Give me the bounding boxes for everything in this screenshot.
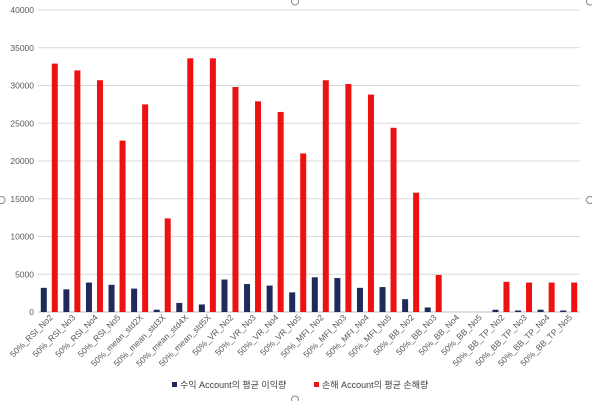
legend-label: 수익 Account의 평균 이익량	[180, 379, 286, 390]
bar-profit	[402, 299, 409, 312]
gridlines	[38, 9, 580, 313]
bar-loss	[142, 104, 149, 313]
bar-loss	[164, 218, 171, 312]
resize-handle-left[interactable]	[0, 196, 6, 204]
bar-loss	[277, 111, 284, 313]
bar-loss	[548, 282, 555, 312]
bar-profit	[515, 310, 522, 312]
bar-profit	[85, 282, 92, 312]
y-tick-label: 10000	[10, 232, 34, 242]
legend: 수익 Account의 평균 이익량 손해 Account의 평균 손해량	[172, 379, 428, 390]
bar-profit	[108, 284, 115, 312]
y-tick-label: 15000	[10, 194, 34, 204]
bar-loss	[119, 140, 126, 312]
bar-loss	[255, 101, 262, 312]
bar-profit	[424, 307, 431, 312]
y-axis-tick-labels: 0 5000 10000 15000 20000 25000 30000 35000 40000	[10, 5, 34, 317]
bar-loss	[390, 127, 397, 312]
bar-loss	[367, 94, 374, 312]
bar-loss	[232, 87, 239, 312]
bar-profit	[131, 288, 138, 312]
bar-profit	[560, 310, 567, 312]
bar-profit	[244, 284, 251, 312]
legend-label: 손해 Account의 평균 손해량	[322, 379, 428, 390]
bar-loss	[209, 58, 216, 312]
y-tick-label: 40000	[10, 5, 34, 15]
y-tick-label: 0	[29, 307, 34, 317]
bar-loss	[74, 70, 81, 313]
y-tick-label: 25000	[10, 118, 34, 128]
bar-profit	[198, 304, 205, 312]
bars	[40, 58, 578, 313]
legend-swatch	[314, 382, 319, 387]
bar-profit	[379, 287, 386, 312]
bar-profit	[289, 292, 296, 312]
y-tick-label: 5000	[15, 269, 34, 279]
resize-handle-top-right[interactable]	[586, 0, 592, 6]
bar-profit	[40, 287, 47, 312]
bar-loss	[322, 80, 329, 312]
bar-profit	[537, 309, 544, 312]
bar-loss	[526, 282, 533, 312]
resize-handle-bottom[interactable]	[291, 395, 299, 401]
y-tick-label: 30000	[10, 81, 34, 91]
bar-loss	[187, 58, 194, 312]
bar-profit	[221, 279, 228, 312]
y-tick-label: 20000	[10, 156, 34, 166]
bar-profit	[153, 309, 160, 312]
resize-handle-right[interactable]	[586, 196, 592, 204]
bar-loss	[345, 83, 352, 313]
bar-loss	[96, 80, 103, 312]
bar-profit	[334, 278, 341, 312]
bar-profit	[266, 285, 273, 312]
bar-loss	[571, 282, 578, 312]
bar-loss	[413, 192, 420, 312]
resize-handle-top[interactable]	[291, 0, 299, 6]
bar-loss	[435, 275, 442, 312]
bar-loss	[503, 281, 510, 312]
bar-loss	[300, 153, 307, 312]
y-tick-label: 35000	[10, 43, 34, 53]
legend-swatch	[172, 382, 177, 387]
bar-profit	[356, 287, 363, 312]
bar-profit	[311, 277, 318, 312]
bar-loss	[51, 63, 58, 312]
bar-profit	[63, 289, 70, 312]
bar-profit	[176, 302, 183, 312]
x-axis-tick-labels: 50%_RSI_No250%_RSI_No350%_RSI_No450%_RSI…	[8, 312, 574, 368]
bar-profit	[492, 309, 499, 312]
